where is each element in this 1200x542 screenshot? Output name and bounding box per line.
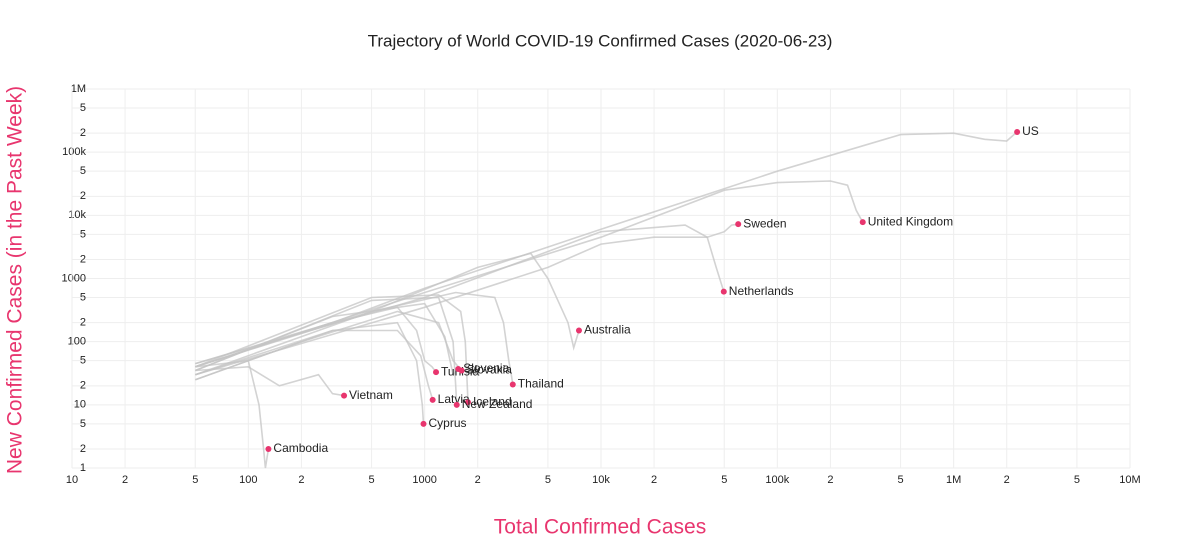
point-label: Slovenia [463,361,509,375]
trajectory [195,329,434,401]
point [1014,128,1021,135]
x-tick-label: 100 [239,474,257,486]
x-tick-label: 1000 [412,474,436,486]
trajectory [195,131,1018,365]
point-label: Latvia [438,392,470,406]
x-tick-label: 2 [651,474,657,486]
trajectory [195,321,425,424]
trajectory [195,224,725,365]
point [433,369,440,376]
trajectory [195,294,469,403]
y-tick-label: 5 [80,102,86,114]
point-label: New Zealand [462,397,533,411]
point [859,219,866,226]
x-tick-label: 100k [765,474,789,486]
y-tick-label: 2 [80,380,86,392]
y-tick-label: 5 [80,418,86,430]
y-tick-label: 1M [71,83,86,95]
point [420,420,427,427]
y-tick-label: 100k [62,146,86,158]
point [509,381,516,388]
y-axis-title: New Confirmed Cases (in the Past Week) [4,86,27,474]
point [735,221,742,228]
x-tick-label: 2 [475,474,481,486]
trajectory [195,306,437,373]
y-tick-label: 2 [80,443,86,455]
x-tick-label: 5 [1074,474,1080,486]
point-label: Vietnam [349,388,393,402]
y-tick-label: 5 [80,165,86,177]
point-label: Australia [584,323,631,337]
point [575,327,582,334]
y-tick-label: 1000 [62,272,86,284]
x-tick-label: 5 [369,474,375,486]
point-label: Netherlands [729,284,794,298]
point [429,396,436,403]
point-label: US [1022,124,1039,138]
x-tick-label: 1M [946,474,961,486]
trajectory [195,359,270,469]
trajectory [195,296,458,405]
y-tick-label: 2 [80,317,86,329]
y-tick-label: 5 [80,355,86,367]
x-tick-label: 10M [1119,474,1140,486]
point [265,445,272,452]
trajectory [195,252,580,368]
y-tick-label: 100 [68,336,86,348]
x-tick-label: 2 [827,474,833,486]
x-tick-label: 2 [298,474,304,486]
chart-title: Trajectory of World COVID-19 Confirmed C… [368,31,833,50]
point-label: Cambodia [273,441,328,455]
point-label: Iceland [473,394,512,408]
x-tick-label: 5 [898,474,904,486]
trajectory [195,310,463,381]
point [720,288,727,295]
point [464,399,471,406]
y-tick-label: 1 [80,462,86,474]
y-tick-label: 2 [80,253,86,265]
point-label: Cyprus [429,416,467,430]
point-label: Slovakia [467,363,513,377]
trajectory [195,365,345,397]
x-tick-label: 10 [66,474,78,486]
point-label: Thailand [518,377,564,391]
trajectory [195,180,864,368]
x-axis-title: Total Confirmed Cases [494,516,706,539]
x-tick-label: 5 [721,474,727,486]
x-tick-label: 2 [122,474,128,486]
y-tick-label: 5 [80,291,86,303]
y-tick-label: 2 [80,127,86,139]
x-tick-label: 5 [545,474,551,486]
y-tick-label: 5 [80,228,86,240]
x-tick-label: 5 [192,474,198,486]
point-label: Sweden [743,216,786,230]
point [453,401,460,408]
trajectory [195,223,739,376]
x-tick-label: 2 [1004,474,1010,486]
point-label: United Kingdom [868,214,953,228]
point [341,392,348,399]
point [458,367,465,374]
y-tick-label: 10 [74,399,86,411]
y-tick-label: 2 [80,190,86,202]
y-tick-label: 10k [68,209,86,221]
x-tick-label: 10k [592,474,610,486]
